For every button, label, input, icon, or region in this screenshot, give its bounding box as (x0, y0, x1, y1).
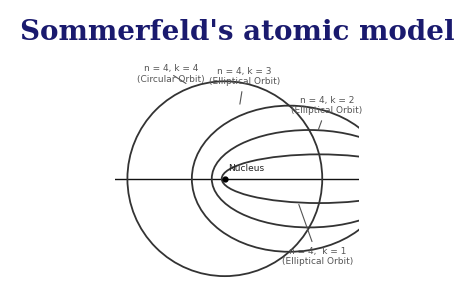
Text: n = 4, k = 4
(Circular Orbit): n = 4, k = 4 (Circular Orbit) (137, 64, 205, 84)
Text: Sommerfeld's atomic model: Sommerfeld's atomic model (20, 19, 454, 46)
Text: n = 4,  k = 1
(Elliptical Orbit): n = 4, k = 1 (Elliptical Orbit) (282, 205, 353, 266)
Text: n = 4, k = 2
(Elliptical Orbit): n = 4, k = 2 (Elliptical Orbit) (292, 96, 363, 130)
Text: Nucleus: Nucleus (228, 164, 264, 173)
Text: n = 4, k = 3
(Elliptical Orbit): n = 4, k = 3 (Elliptical Orbit) (209, 67, 280, 104)
